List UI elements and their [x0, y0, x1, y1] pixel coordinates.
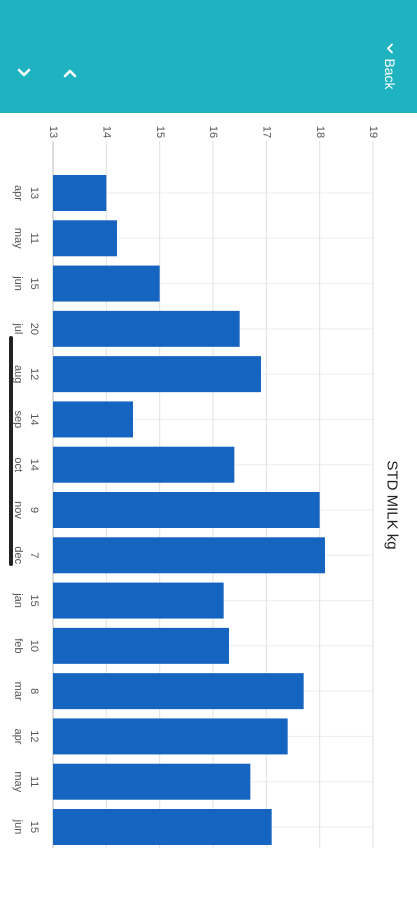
bar [53, 492, 320, 528]
category-month-label: jul [12, 322, 24, 334]
x-tick-label: 15 [154, 126, 166, 138]
category-month-label: dec [12, 546, 24, 564]
category-month-label: aug [12, 365, 24, 383]
x-tick-label: 19 [367, 126, 379, 138]
category-day-label: 13 [28, 187, 40, 199]
category-month-label: nov [12, 501, 24, 519]
chart-title: STD MILK kg [383, 460, 401, 550]
category-day-label: 10 [28, 640, 40, 652]
category-day-label: 12 [28, 368, 40, 380]
category-month-label: apr [12, 728, 24, 744]
category-month-label: jun [12, 275, 24, 291]
scrollbar-thumb[interactable] [9, 336, 13, 566]
bar [53, 763, 251, 800]
chevron-down-icon[interactable] [13, 62, 35, 84]
category-day-label: 15 [28, 594, 40, 606]
bar [53, 310, 240, 347]
category-month-label: feb [12, 638, 24, 653]
bar [53, 627, 229, 664]
category-day-label: 14 [28, 413, 40, 425]
category-day-label: 20 [28, 323, 40, 335]
category-day-label: 12 [28, 730, 40, 742]
x-tick-label: 13 [47, 126, 59, 138]
category-month-label: oct [12, 457, 24, 472]
bar [53, 401, 133, 438]
category-month-label: apr [12, 185, 24, 201]
chevron-left-icon [387, 43, 393, 54]
category-month-label: jun [12, 819, 24, 835]
category-day-label: 9 [28, 507, 40, 513]
x-tick-label: 17 [260, 126, 272, 138]
bar [53, 537, 325, 574]
category-month-label: jan [12, 592, 24, 608]
bar [53, 809, 272, 845]
x-tick-label: 16 [207, 126, 219, 138]
chevron-up-icon[interactable] [59, 62, 81, 84]
bar [53, 175, 107, 211]
bar [53, 673, 304, 710]
bar [53, 446, 235, 483]
category-month-label: sep [12, 411, 24, 429]
category-month-label: may [12, 228, 24, 249]
category-day-label: 11 [28, 776, 40, 787]
category-day-label: 14 [28, 459, 40, 471]
bar [53, 265, 160, 302]
bar [53, 356, 261, 393]
category-month-label: may [12, 771, 24, 792]
bar [53, 582, 224, 619]
bar [53, 718, 288, 755]
category-day-label: 15 [28, 277, 40, 289]
category-day-label: 11 [28, 233, 40, 244]
category-day-label: 7 [28, 552, 40, 558]
app-header: Back [0, 0, 417, 113]
x-tick-label: 14 [100, 126, 112, 138]
category-day-label: 8 [28, 688, 40, 694]
back-button[interactable]: Back [370, 36, 410, 96]
category-month-label: mar [12, 682, 24, 701]
bar [53, 220, 117, 257]
category-day-label: 15 [28, 821, 40, 833]
x-tick-label: 18 [314, 126, 326, 138]
